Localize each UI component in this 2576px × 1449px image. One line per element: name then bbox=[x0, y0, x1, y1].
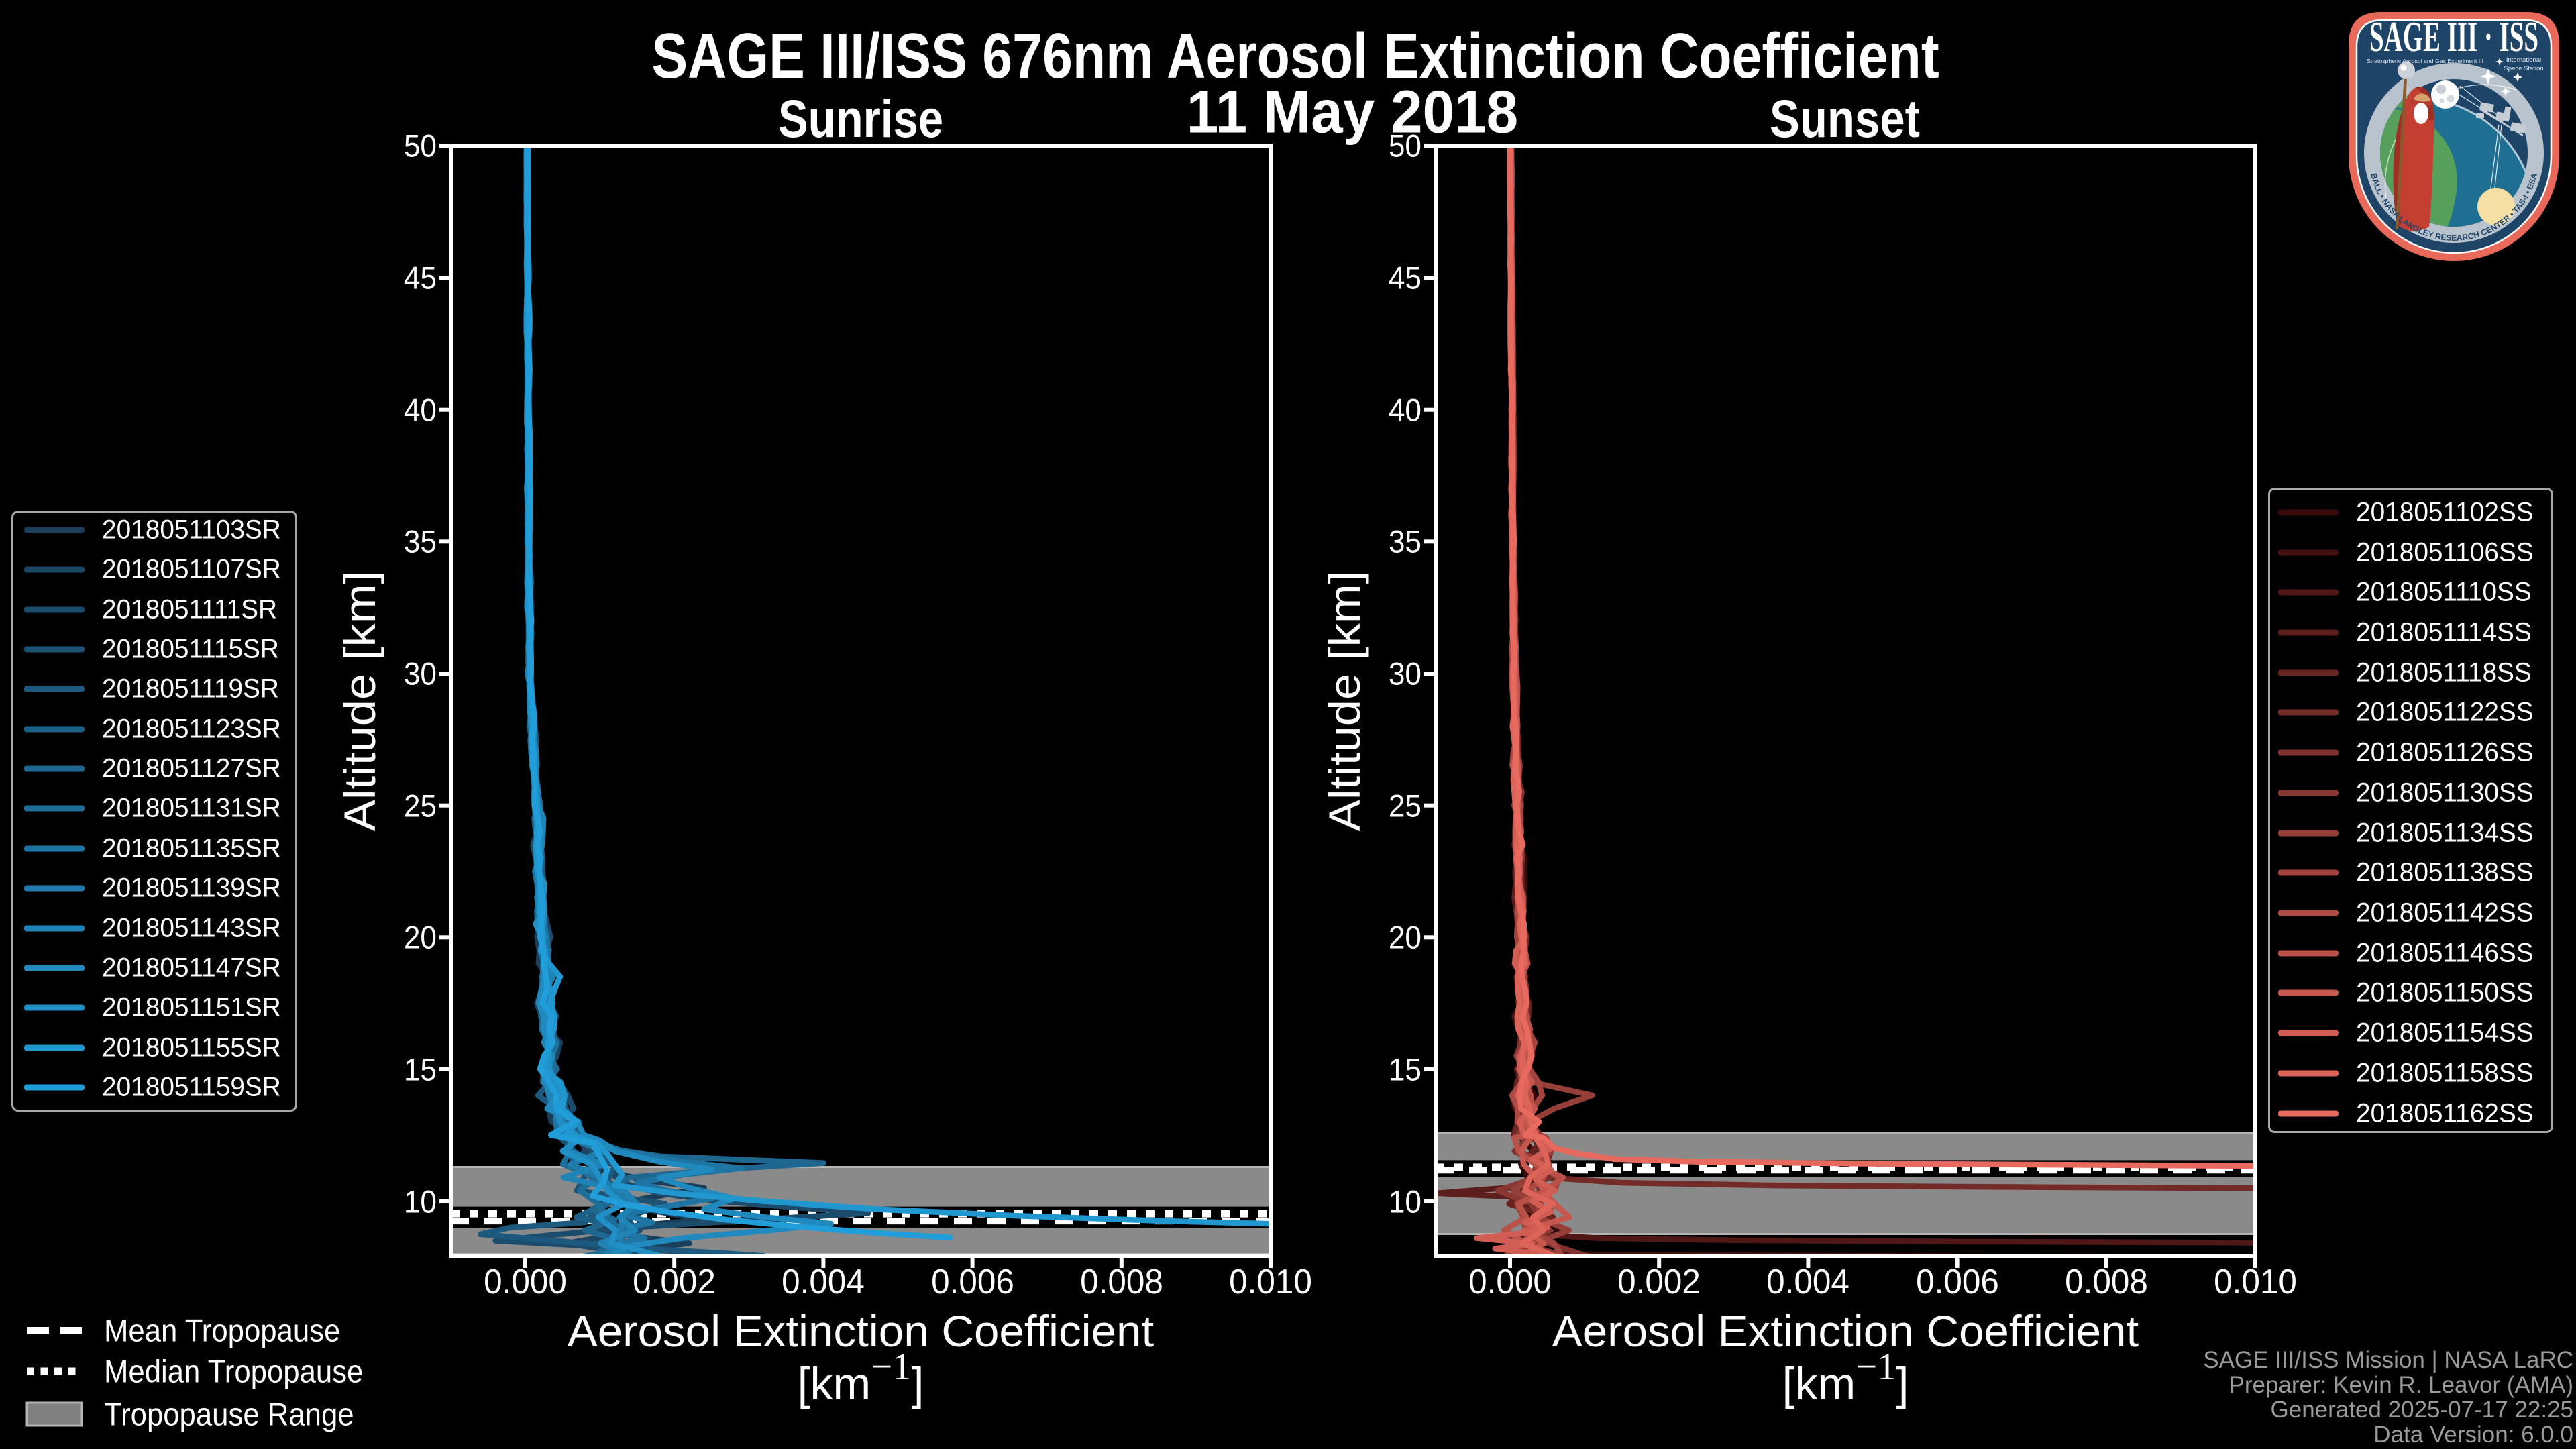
svg-text:SAGE III · ISS: SAGE III · ISS bbox=[2369, 13, 2538, 60]
svg-text:International: International bbox=[2506, 56, 2541, 64]
svg-text:Space Station: Space Station bbox=[2504, 65, 2543, 72]
svg-text:Stratospheric Aerosol and Gas: Stratospheric Aerosol and Gas Experiment… bbox=[2367, 58, 2483, 64]
